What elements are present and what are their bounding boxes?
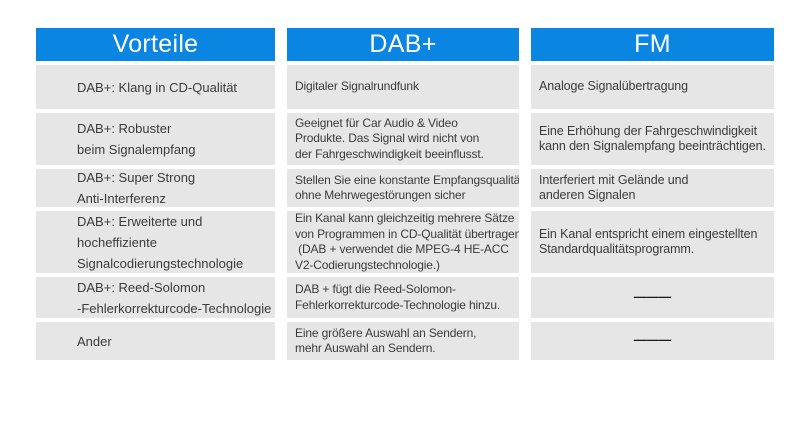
cell-r2-vorteile: DAB+: Robuster beim Signalempfang xyxy=(36,113,275,165)
cell-r3-fm: Interferiert mit Gelände und anderen Sig… xyxy=(531,169,774,207)
cell-r2-dab: Geeignet für Car Audio & Video Produkte.… xyxy=(287,113,519,165)
cell-r4-dab: Ein Kanal kann gleichzeitig mehrere Sätz… xyxy=(287,211,519,273)
cell-r5-dab: DAB + fügt die Reed-Solomon- Fehlerkorre… xyxy=(287,277,519,318)
cell-r1-vorteile: DAB+: Klang in CD-Qualität xyxy=(36,65,275,109)
header-dab: DAB+ xyxy=(287,28,519,61)
header-vorteile: Vorteile xyxy=(36,28,275,61)
dab-fm-comparison-table: Vorteile DAB+ FM DAB+: Klang in CD-Quali… xyxy=(36,28,774,360)
cell-r5-fm-dash-placeholder: ——— xyxy=(531,277,774,318)
cell-r2-fm: Eine Erhöhung der Fahrgeschwindigkeit ka… xyxy=(531,113,774,165)
cell-r1-fm: Analoge Signalübertragung xyxy=(531,65,774,109)
cell-r5-vorteile: DAB+: Reed-Solomon -Fehlerkorrekturcode-… xyxy=(36,277,275,318)
cell-r6-fm-dash-placeholder: ——— xyxy=(531,322,774,360)
cell-r4-vorteile: DAB+: Erweiterte und hocheffiziente Sign… xyxy=(36,211,275,273)
cell-r6-dab: Eine größere Auswahl an Sendern, mehr Au… xyxy=(287,322,519,360)
header-fm: FM xyxy=(531,28,774,61)
cell-r4-fm: Ein Kanal entspricht einem eingestellten… xyxy=(531,211,774,273)
cell-r3-dab: Stellen Sie eine konstante Empfangsquali… xyxy=(287,169,519,207)
cell-r6-vorteile: Ander xyxy=(36,322,275,360)
cell-r1-dab: Digitaler Signalrundfunk xyxy=(287,65,519,109)
cell-r3-vorteile: DAB+: Super Strong Anti-Interferenz xyxy=(36,169,275,207)
